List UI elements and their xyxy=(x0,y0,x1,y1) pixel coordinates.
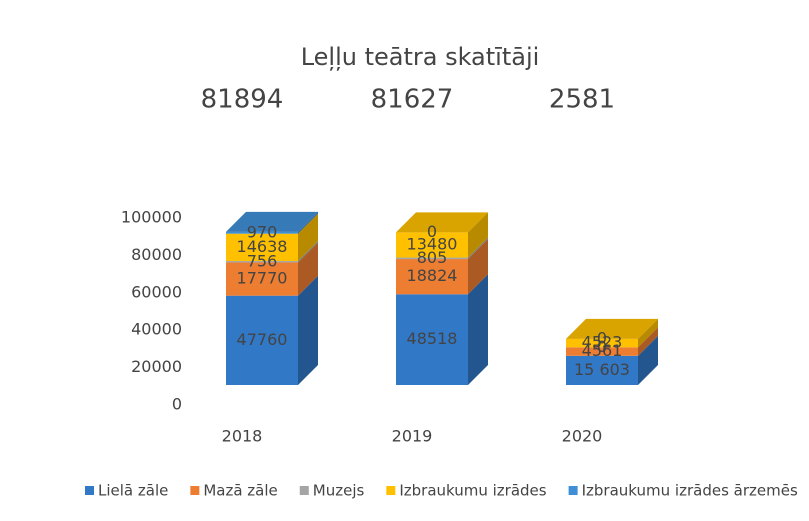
data-label: 4561 xyxy=(582,341,623,360)
bar-top xyxy=(396,212,488,233)
bar-segment xyxy=(396,294,468,385)
bar-segment xyxy=(566,347,638,356)
bar-side xyxy=(638,318,658,348)
chart-title: Leļļu teātra skatītāji xyxy=(301,43,540,71)
data-label: 18824 xyxy=(407,266,458,285)
bar-side xyxy=(638,327,658,356)
bar-side xyxy=(638,335,658,385)
legend-swatch xyxy=(190,486,200,495)
bar-side xyxy=(298,211,318,234)
data-label: 14638 xyxy=(237,237,288,256)
legend-label: Mazā zāle xyxy=(203,482,277,500)
total-annotation: 81894 xyxy=(201,85,284,115)
y-tick-label: 60000 xyxy=(131,282,182,301)
legend-swatch xyxy=(299,486,309,495)
data-label: 48518 xyxy=(407,329,458,348)
x-tick-label: 2020 xyxy=(562,427,603,446)
legend-swatch xyxy=(85,486,94,495)
data-label: 4523 xyxy=(582,333,623,352)
x-tick-label: 2019 xyxy=(392,427,433,446)
bar-segment xyxy=(226,262,298,296)
bar-segment xyxy=(566,355,638,385)
bar-side xyxy=(298,242,318,296)
y-tick-label: 80000 xyxy=(131,245,182,264)
x-tick-label: 2018 xyxy=(222,427,263,446)
bar-segment xyxy=(226,233,298,262)
legend-swatch xyxy=(386,486,396,495)
bar-segment xyxy=(226,231,298,234)
legend-label: Izbraukumu izrādes ārzemēs xyxy=(582,482,798,500)
bar-side xyxy=(298,213,318,262)
legend-swatch xyxy=(568,486,578,495)
bar-side xyxy=(298,241,318,263)
y-tick-label: 0 xyxy=(172,395,182,414)
data-label: 47760 xyxy=(237,330,288,349)
y-tick-label: 40000 xyxy=(131,320,182,339)
bar-top xyxy=(226,211,318,232)
data-label: 15 603 xyxy=(574,360,630,379)
y-tick-label: 100000 xyxy=(121,208,182,227)
data-label: 756 xyxy=(247,251,278,270)
bar-side xyxy=(468,239,488,295)
legend-label: Izbraukumu izrādes xyxy=(399,482,546,500)
bar-side xyxy=(468,274,488,385)
bar-side xyxy=(468,237,488,260)
bar-segment xyxy=(396,259,468,295)
data-label: 0 xyxy=(597,337,607,356)
data-label: 805 xyxy=(417,248,448,267)
bar-segment xyxy=(226,295,298,385)
bar-side xyxy=(298,275,318,385)
data-label: 970 xyxy=(247,222,278,241)
bar-segment xyxy=(396,257,468,260)
legend-label: Muzejs xyxy=(313,482,365,500)
data-label: 0 xyxy=(597,328,607,347)
bar-segment xyxy=(226,261,298,263)
data-label: 13480 xyxy=(407,234,458,253)
y-tick-label: 20000 xyxy=(131,357,182,376)
bar-top xyxy=(566,318,658,339)
bar-segment xyxy=(396,232,468,258)
total-annotation: 81627 xyxy=(371,85,454,115)
legend-label: Lielā zāle xyxy=(98,482,168,500)
data-label: 17770 xyxy=(237,269,288,288)
total-annotation: 2581 xyxy=(549,85,615,115)
bar-segment xyxy=(566,338,638,348)
data-label: 0 xyxy=(427,222,437,241)
bar-side xyxy=(468,212,488,258)
